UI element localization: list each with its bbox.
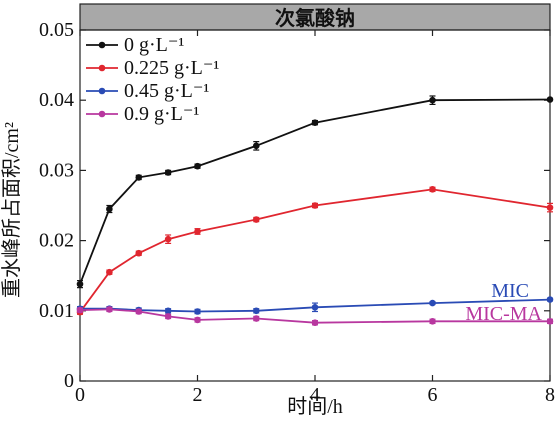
x-tick-label: 0 xyxy=(75,384,85,406)
x-tick-label: 8 xyxy=(545,384,555,406)
series-line xyxy=(79,98,551,285)
data-point xyxy=(164,307,172,315)
y-tick-label: 0.01 xyxy=(39,300,74,322)
data-point xyxy=(135,174,143,181)
data-point xyxy=(76,280,84,288)
data-point xyxy=(429,318,436,325)
data-point xyxy=(106,268,113,276)
legend-marker xyxy=(98,41,106,49)
series-layer xyxy=(76,95,554,327)
data-point xyxy=(164,169,172,176)
axis-ticks: 0 2 4 6 8 0 0.01 0.02 0.03 0.04 0.05 xyxy=(39,19,555,406)
y-tick-label: 0.05 xyxy=(39,19,74,41)
data-point xyxy=(194,162,201,170)
legend-label: 0.225 g·L⁻¹ xyxy=(124,57,219,79)
title-bar xyxy=(79,3,551,31)
legend-item-1: 0.225 g·L⁻¹ xyxy=(86,57,219,79)
data-point xyxy=(311,202,319,209)
legend-label: 0 g·L⁻¹ xyxy=(124,34,184,56)
y-tick-label: 0.03 xyxy=(39,159,74,181)
data-point xyxy=(252,307,260,315)
y-tick-label: 0 xyxy=(64,370,74,392)
y-tick-label: 0.02 xyxy=(39,230,74,252)
x-tick-label: 2 xyxy=(193,384,203,406)
data-point xyxy=(546,318,554,325)
series-3 xyxy=(76,306,554,327)
legend-item-2: 0.45 g·L⁻¹ xyxy=(86,80,209,102)
data-point xyxy=(194,316,201,324)
chart-title: 次氯酸钠 xyxy=(275,6,355,30)
legend-item-0: 0 g·L⁻¹ xyxy=(86,34,184,56)
data-point xyxy=(429,299,436,307)
x-tick-label: 6 xyxy=(428,384,438,406)
data-point xyxy=(252,142,260,150)
data-point xyxy=(311,119,319,126)
x-tick-label: 4 xyxy=(310,384,320,406)
series-2 xyxy=(76,296,554,315)
data-point xyxy=(546,96,554,103)
legend-label: 0.9 g·L⁻¹ xyxy=(124,103,199,125)
annotation-label: MIC-MA xyxy=(465,303,542,325)
data-point xyxy=(252,216,260,223)
data-point xyxy=(546,296,554,303)
data-point xyxy=(164,235,172,243)
data-point xyxy=(106,205,113,213)
data-point xyxy=(164,313,172,320)
legend-marker xyxy=(98,87,106,95)
data-point xyxy=(252,315,260,322)
legend-marker xyxy=(98,64,106,72)
data-point xyxy=(194,308,201,315)
y-tick-label: 0.04 xyxy=(39,89,74,111)
data-point xyxy=(194,228,201,235)
legend-label: 0.45 g·L⁻¹ xyxy=(124,80,209,102)
series-1 xyxy=(76,186,554,316)
data-point xyxy=(311,319,319,327)
data-point xyxy=(311,303,319,311)
data-point xyxy=(135,308,143,315)
data-point xyxy=(429,96,436,104)
annotation-label: MIC xyxy=(491,280,529,302)
legend-item-3: 0.9 g·L⁻¹ xyxy=(86,103,199,125)
y-axis-label: 重水峰所占面积/cm² xyxy=(0,122,23,298)
data-point xyxy=(76,306,84,314)
x-axis-label: 时间/h xyxy=(287,395,343,418)
legend: 0 g·L⁻¹0.225 g·L⁻¹0.45 g·L⁻¹0.9 g·L⁻¹ xyxy=(86,34,219,125)
series-0 xyxy=(76,95,554,289)
data-point xyxy=(429,186,436,193)
legend-marker xyxy=(98,110,106,118)
data-point xyxy=(135,249,143,257)
data-point xyxy=(106,306,113,313)
data-point xyxy=(546,204,554,211)
